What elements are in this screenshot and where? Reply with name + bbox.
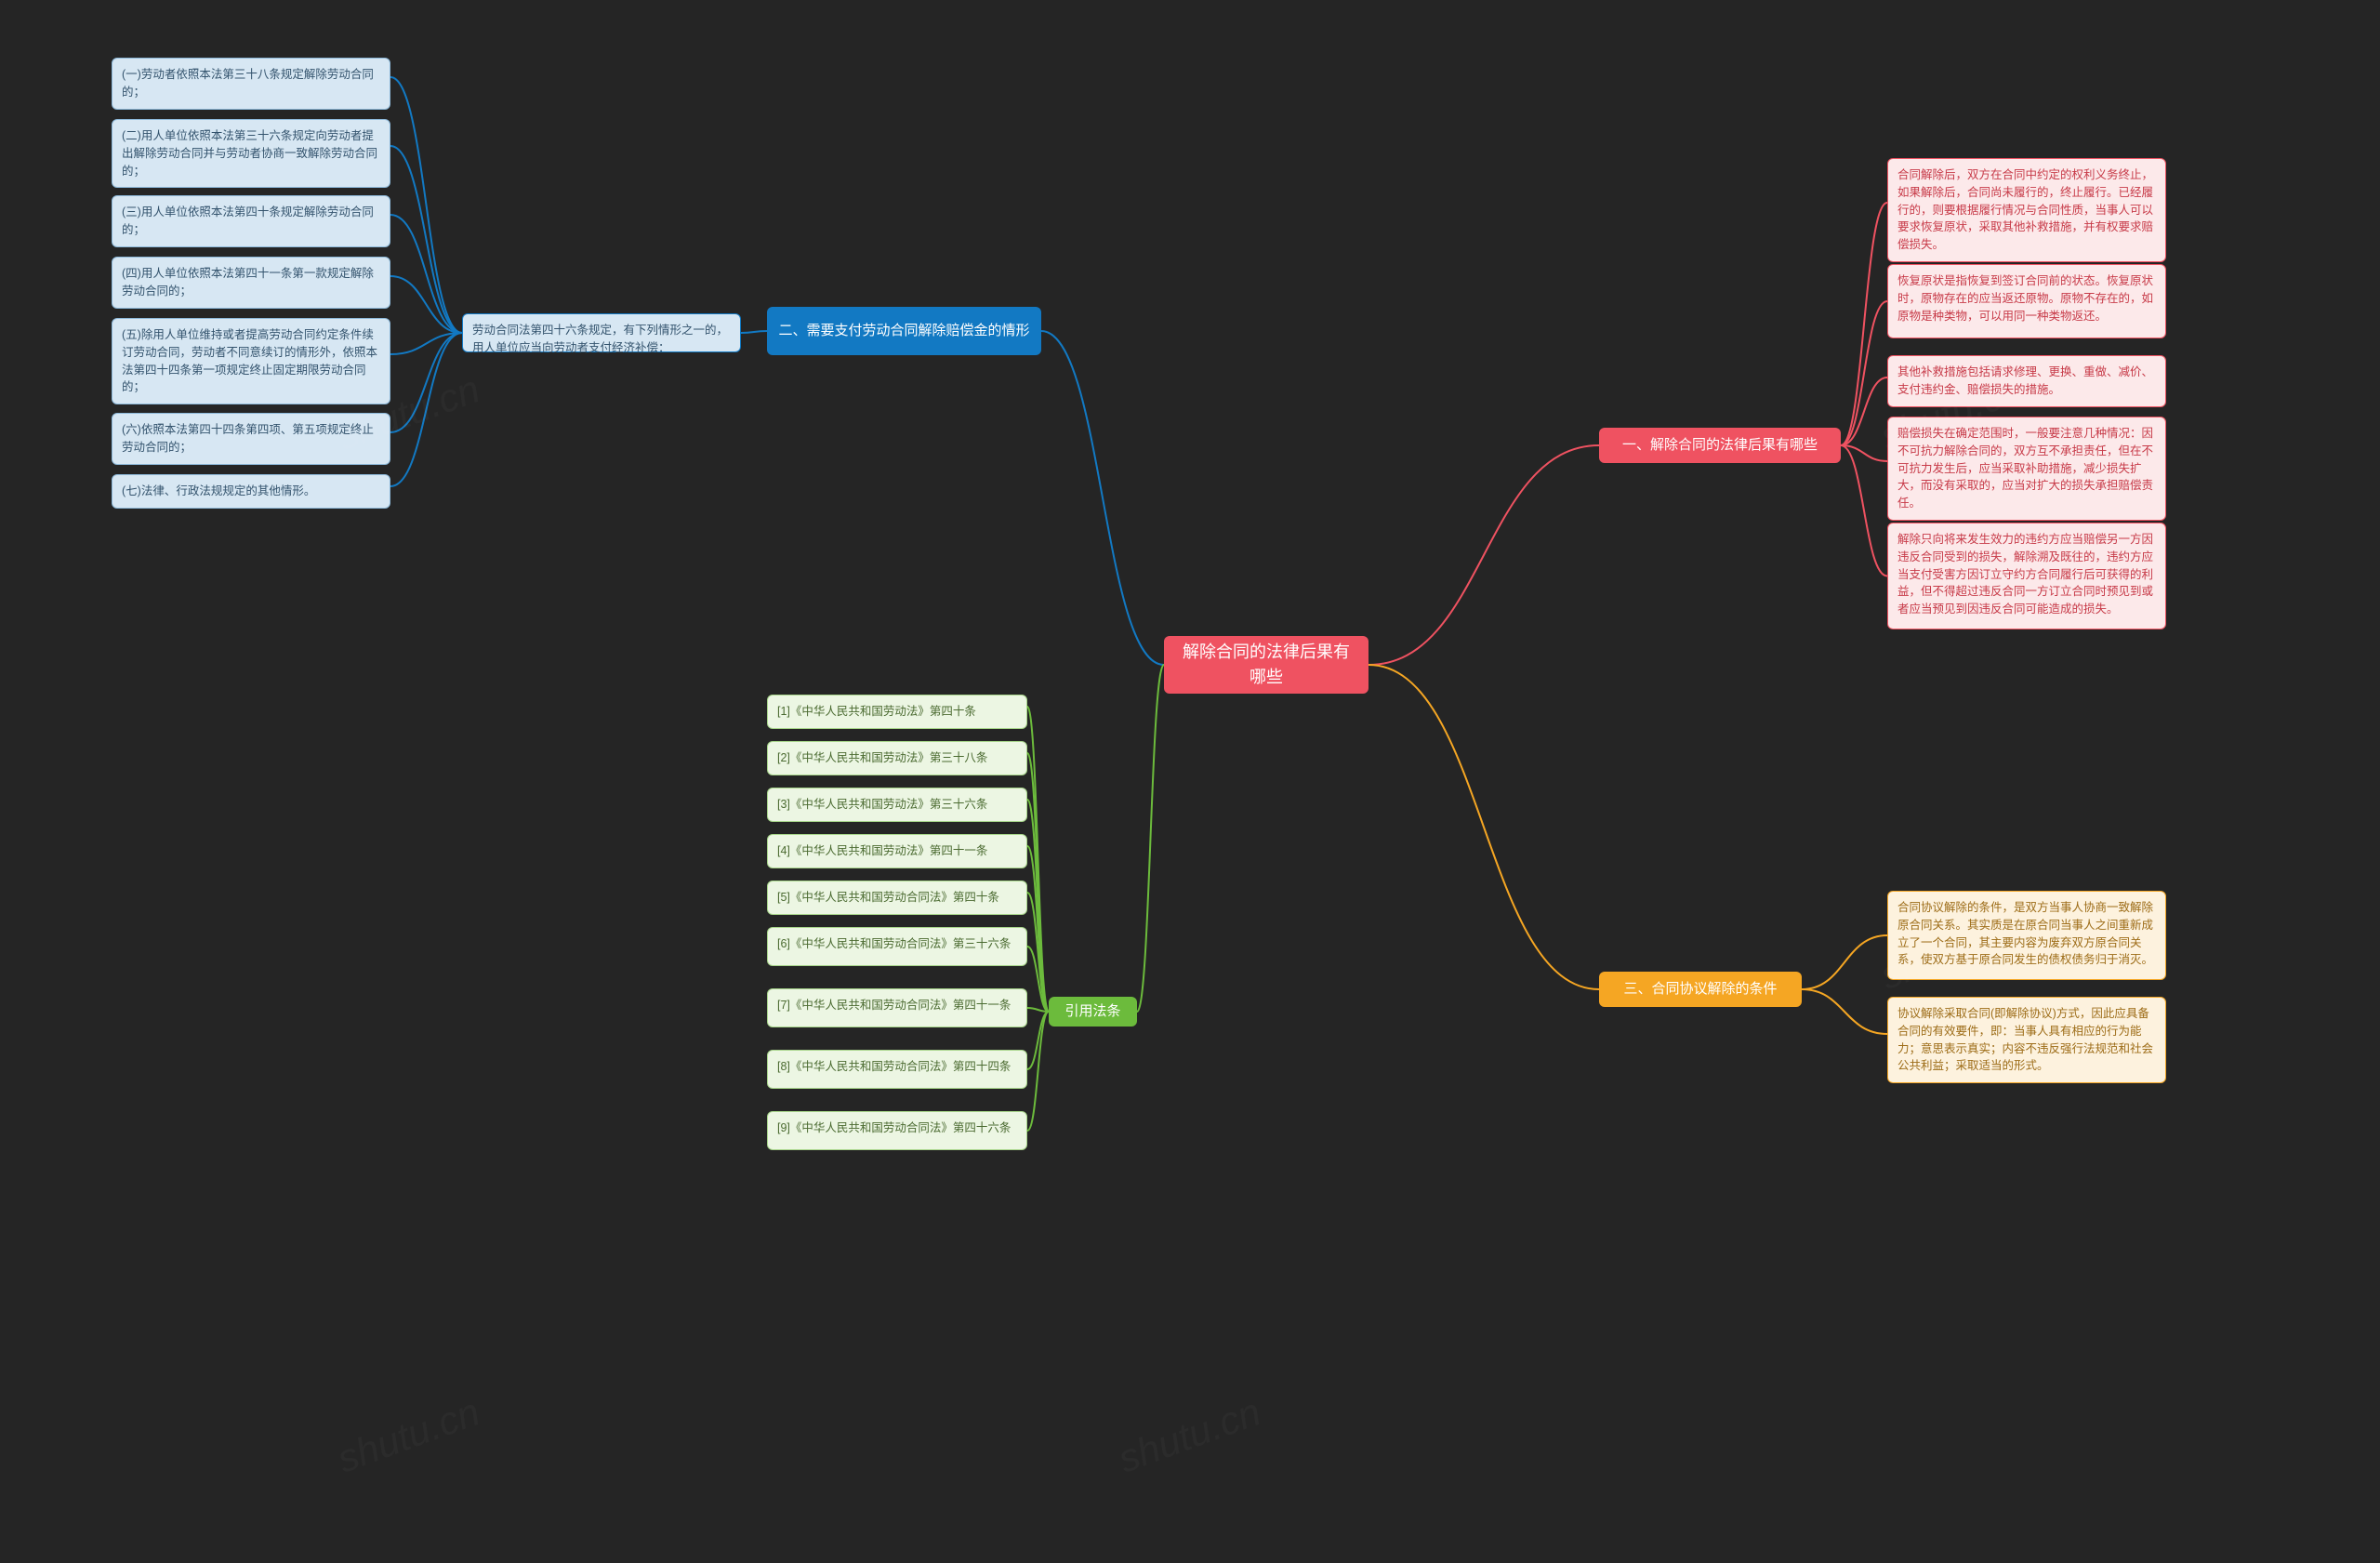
branch-4-item: [2]《中华人民共和国劳动法》第三十八条 [767,741,1027,775]
branch-1-item: 赔偿损失在确定范围时，一般要注意几种情况：因不可抗力解除合同的，双方互不承担责任… [1887,417,2166,521]
branch-1-item: 其他补救措施包括请求修理、更换、重做、减价、支付违约金、赔偿损失的措施。 [1887,355,2166,407]
branch-2-item: (三)用人单位依照本法第四十条规定解除劳动合同的； [112,195,390,247]
branch-4-item: [9]《中华人民共和国劳动合同法》第四十六条 [767,1111,1027,1150]
branch-4-item: [1]《中华人民共和国劳动法》第四十条 [767,695,1027,729]
branch-4: 引用法条 [1049,997,1137,1027]
branch-2-item: (六)依照本法第四十四条第四项、第五项规定终止劳动合同的； [112,413,390,465]
branch-1-item: 恢复原状是指恢复到签订合同前的状态。恢复原状时，原物存在的应当返还原物。原物不存… [1887,264,2166,338]
branch-2-item: (七)法律、行政法规规定的其他情形。 [112,474,390,509]
branch-2: 二、需要支付劳动合同解除赔偿金的情形 [767,307,1041,355]
branch-1-item: 解除只向将来发生效力的违约方应当赔偿另一方因违反合同受到的损失，解除溯及既往的，… [1887,523,2166,629]
branch-3-item: 协议解除采取合同(即解除协议)方式，因此应具备合同的有效要件，即：当事人具有相应… [1887,997,2166,1083]
root-node: 解除合同的法律后果有哪些 [1164,636,1368,694]
branch-1-item: 合同解除后，双方在合同中约定的权利义务终止，如果解除后，合同尚未履行的，终止履行… [1887,158,2166,262]
branch-1: 一、解除合同的法律后果有哪些 [1599,428,1841,463]
branch-4-item: [7]《中华人民共和国劳动合同法》第四十一条 [767,988,1027,1027]
branch-2-sub: 劳动合同法第四十六条规定，有下列情形之一的，用人单位应当向劳动者支付经济补偿： [462,313,741,352]
branch-4-item: [5]《中华人民共和国劳动合同法》第四十条 [767,881,1027,915]
branch-4-item: [3]《中华人民共和国劳动法》第三十六条 [767,788,1027,822]
branch-4-item: [4]《中华人民共和国劳动法》第四十一条 [767,834,1027,868]
branch-4-item: [8]《中华人民共和国劳动合同法》第四十四条 [767,1050,1027,1089]
branch-2-item: (一)劳动者依照本法第三十八条规定解除劳动合同的； [112,58,390,110]
branch-2-item: (二)用人单位依照本法第三十六条规定向劳动者提出解除劳动合同并与劳动者协商一致解… [112,119,390,188]
branch-4-item: [6]《中华人民共和国劳动合同法》第三十六条 [767,927,1027,966]
branch-2-item: (四)用人单位依照本法第四十一条第一款规定解除劳动合同的； [112,257,390,309]
branch-3-item: 合同协议解除的条件，是双方当事人协商一致解除原合同关系。其实质是在原合同当事人之… [1887,891,2166,980]
branch-2-item: (五)除用人单位维持或者提高劳动合同约定条件续订劳动合同，劳动者不同意续订的情形… [112,318,390,404]
branch-3: 三、合同协议解除的条件 [1599,972,1802,1007]
